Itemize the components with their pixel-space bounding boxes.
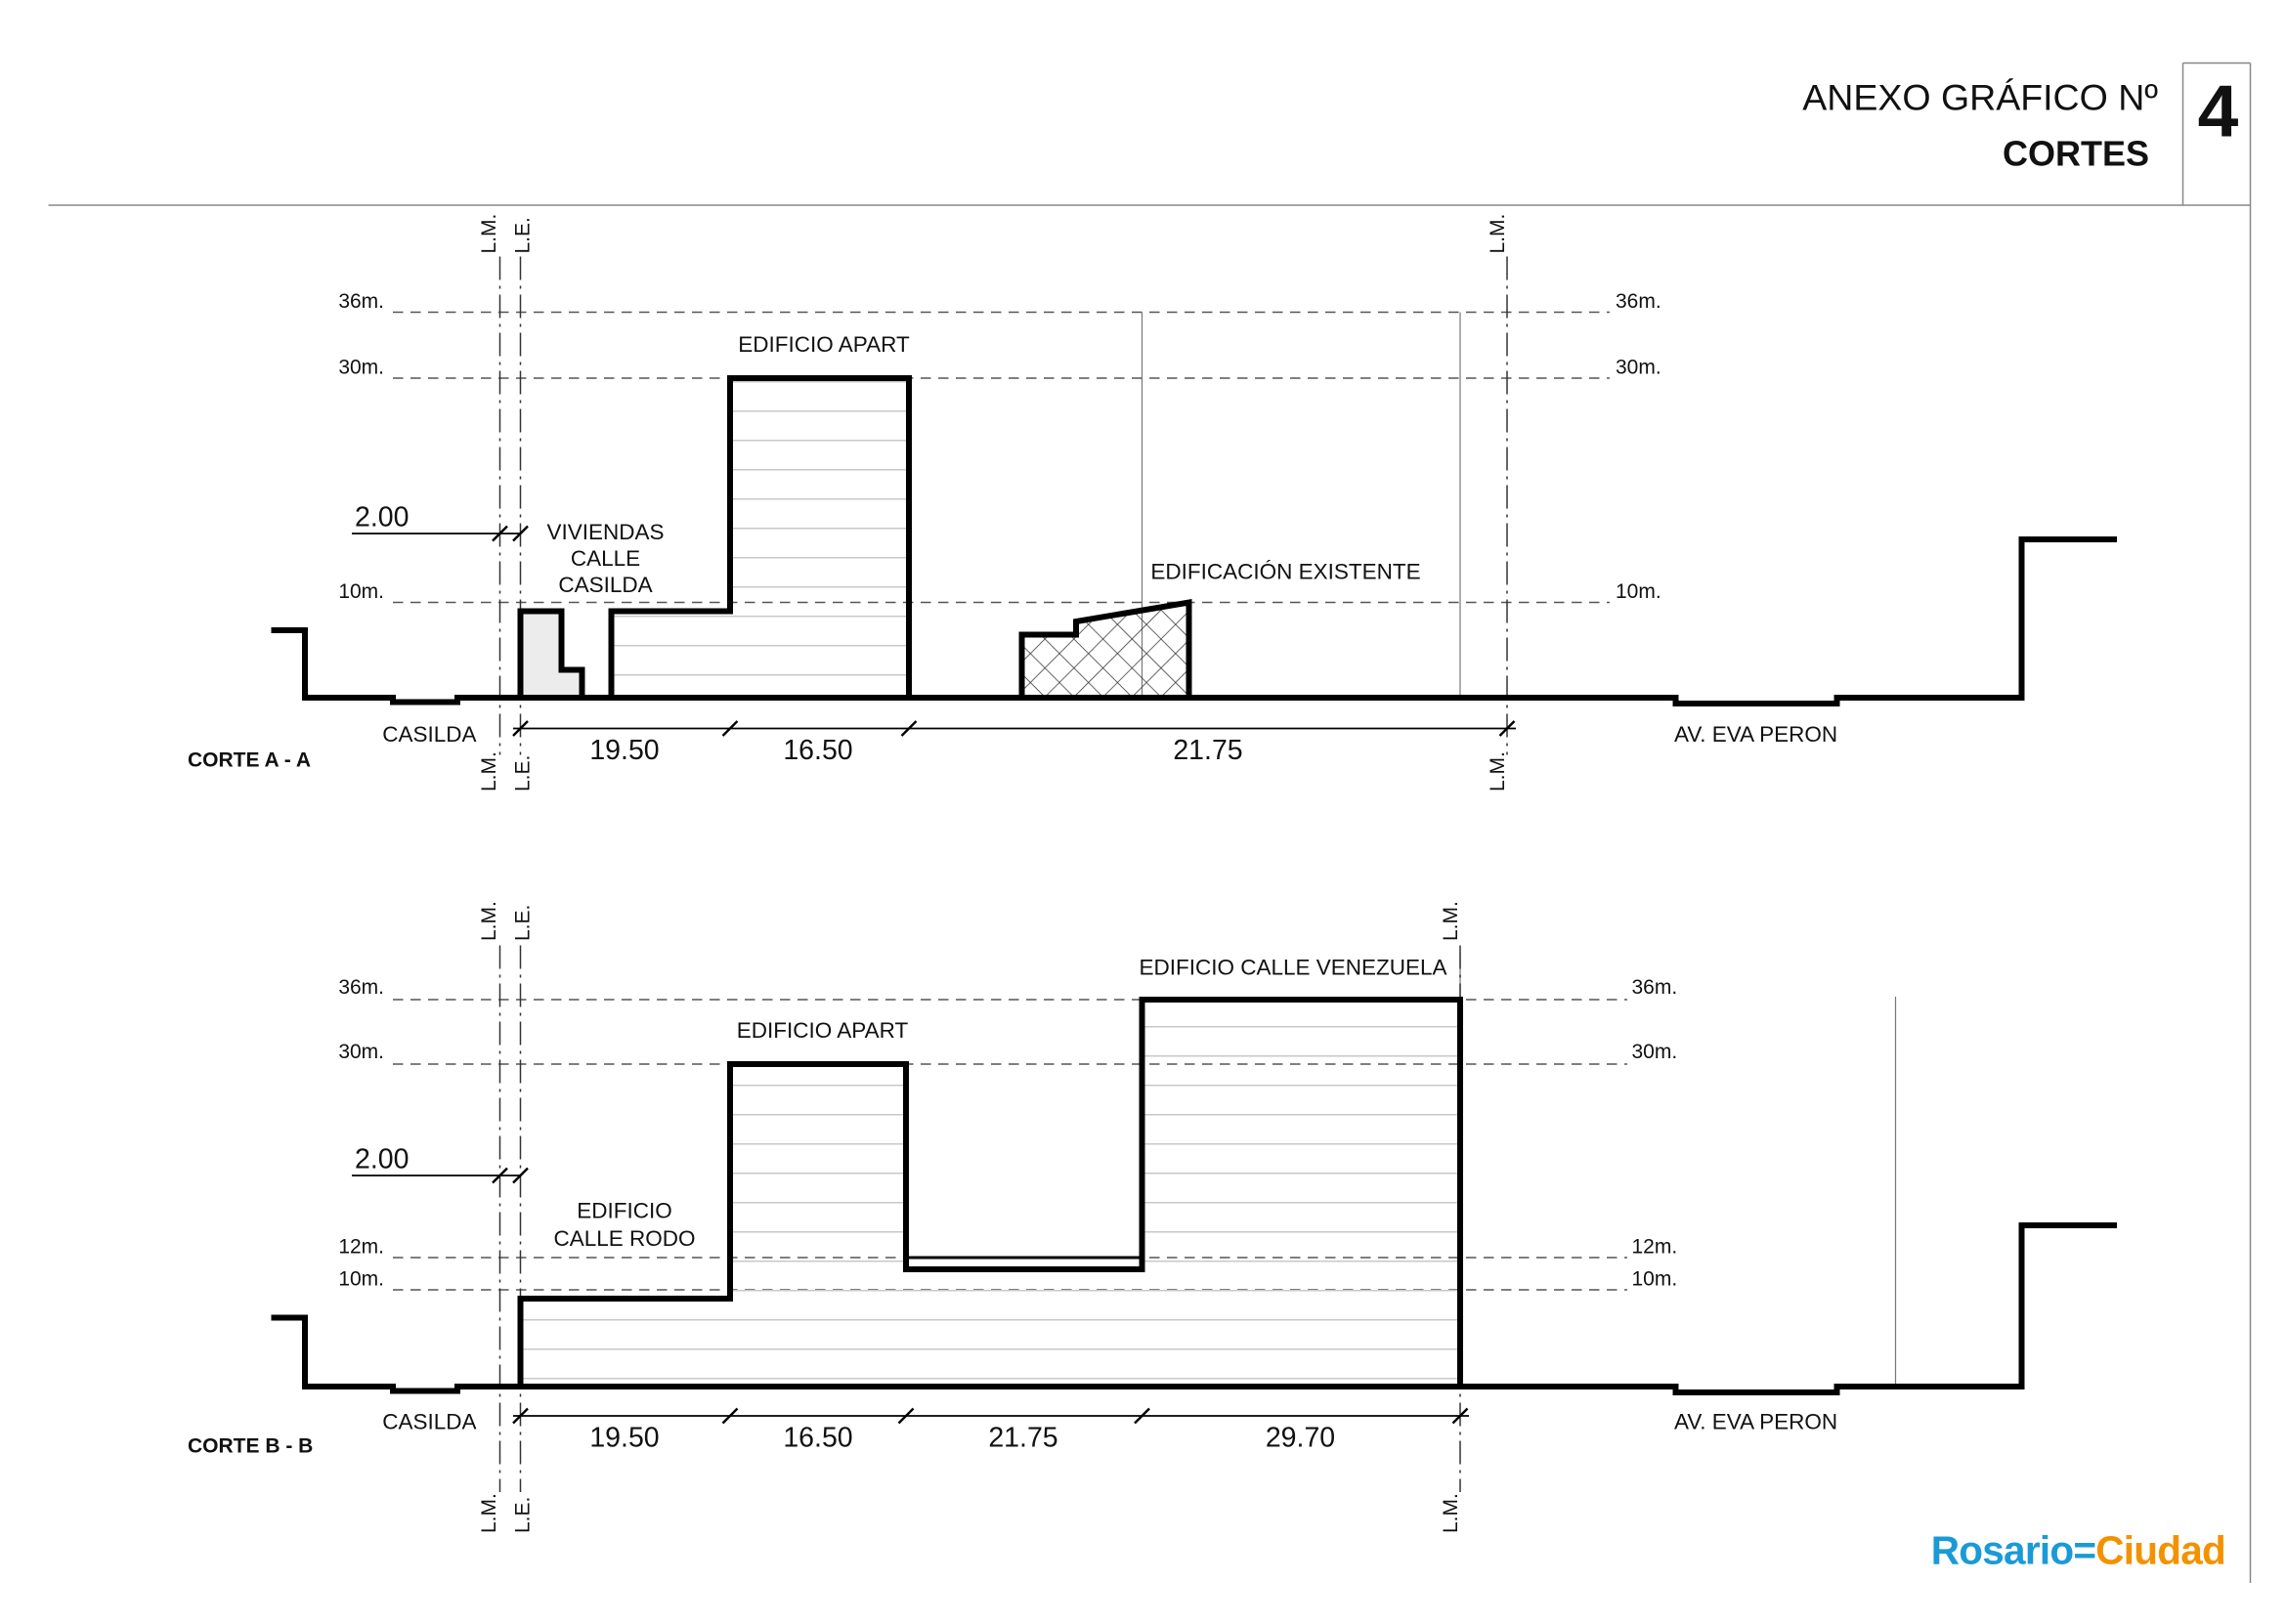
dim-tick-b-779 [1134,1407,1150,1425]
street-right-b: AV. EVA PERON [1674,1410,1837,1434]
caption-section-b: CORTE B - B [188,1435,313,1458]
dim-tick-a-1028 [1498,720,1516,737]
street-left-a: CASILDA [382,722,476,747]
level-label-right-12-b: 12m. [1632,1236,1678,1259]
sheet-subtitle: CORTES [2003,134,2149,174]
le-label-bottom-a: L.E. [512,755,535,791]
level-label-right-30: 30m. [1616,357,1661,379]
viviendas-building [517,608,585,701]
dim-tick-b-355 [512,1407,529,1425]
buildings-volume-b [517,997,1463,1389]
lm-label-top-right-b: L.M. [1440,901,1462,941]
dim-tick-a-355 [512,720,529,737]
dim-b-1: 19.50 [589,1423,659,1454]
dim-a-1: 19.50 [589,735,659,766]
logo-equals: = [2073,1528,2095,1573]
existing-building [1018,598,1192,701]
label-apart-b: EDIFICIO APART [737,1018,909,1043]
sheet-number: 4 [2198,70,2239,152]
lm-label-bottom-left-a: L.M. [478,751,500,791]
level-label-right-10: 10m. [1616,580,1661,603]
section-a: 36m. 30m. 10m. 36m. 30m. 10m. L.M. L.E. … [188,214,2117,791]
dim-tick-b-618 [897,1407,915,1425]
setback-tick-b2 [512,1167,529,1184]
setback-label-a: 2.00 [355,502,409,534]
lm-label-top-left-b: L.M. [478,901,500,941]
street-left-b: CASILDA [382,1410,476,1434]
level-label-left-36: 36m. [338,290,384,313]
setback-label-b: 2.00 [355,1144,409,1175]
label-viviendas-1: VIVIENDAS [546,520,664,544]
dim-a-3: 21.75 [1173,735,1242,766]
dim-a-2: 16.50 [783,735,852,766]
street-right-a: AV. EVA PERON [1674,722,1837,747]
terrain-profile-a [271,536,2117,706]
level-label-left-30: 30m. [338,357,384,379]
level-label-left-10: 10m. [338,580,384,603]
setback-tick-a1 [492,525,508,542]
level-label-right-30-b: 30m. [1632,1041,1678,1063]
dim-tick-b-996 [1451,1407,1469,1425]
rosario-ciudad-logo: Rosario=Ciudad [1931,1528,2226,1573]
dim-b-4: 29.70 [1266,1423,1335,1454]
label-apart-a: EDIFICIO APART [738,332,910,357]
logo-ciudad: Ciudad [2095,1528,2225,1573]
setback-tick-a2 [512,525,529,542]
lm-label-top-right-a: L.M. [1487,214,1509,254]
le-label-top-a: L.E. [512,217,535,253]
level-label-left-12-b: 12m. [338,1236,384,1259]
setback-tick-b1 [492,1167,508,1184]
dim-tick-a-498 [721,720,739,737]
label-rodo-2: CALLE RODO [553,1226,695,1251]
logo-text: Rosario=Ciudad [1931,1528,2225,1573]
dim-tick-a-620 [900,720,918,737]
title-block: ANEXO GRÁFICO Nº CORTES 4 [48,62,2252,1583]
label-rodo-1: EDIFICIO [577,1199,672,1223]
lm-label-bottom-right-a: L.M. [1487,751,1509,791]
label-viviendas-3: CASILDA [558,573,652,597]
dim-tick-b-498 [721,1407,739,1425]
level-label-left-36-b: 36m. [338,976,384,999]
sheet-title: ANEXO GRÁFICO Nº [1802,77,2158,118]
le-label-bottom-b: L.E. [512,1497,535,1533]
level-label-right-36-b: 36m. [1632,976,1678,999]
lm-label-top-left-a: L.M. [478,214,500,254]
level-label-right-36: 36m. [1616,290,1661,313]
lm-label-bottom-right-b: L.M. [1440,1493,1462,1533]
lm-label-bottom-left-b: L.M. [478,1493,500,1533]
level-label-left-10-b: 10m. [338,1268,384,1291]
logo-rosario: Rosario [1931,1528,2074,1573]
label-venezuela: EDIFICIO CALLE VENEZUELA [1139,956,1446,980]
label-viviendas-2: CALLE [571,546,640,571]
caption-section-a: CORTE A - A [188,749,311,772]
le-label-top-b: L.E. [512,905,535,941]
label-existente: EDIFICACIÓN EXISTENTE [1150,560,1420,584]
section-b: 36m. 30m. 12m. 10m. 36m. 30m. 12m. 10m. … [188,901,2117,1533]
level-label-right-10-b: 10m. [1632,1268,1678,1291]
dim-b-3: 21.75 [988,1423,1057,1454]
dim-b-2: 16.50 [783,1423,852,1454]
terrain-profile-b [271,1222,2117,1395]
level-label-left-30-b: 30m. [338,1041,384,1063]
